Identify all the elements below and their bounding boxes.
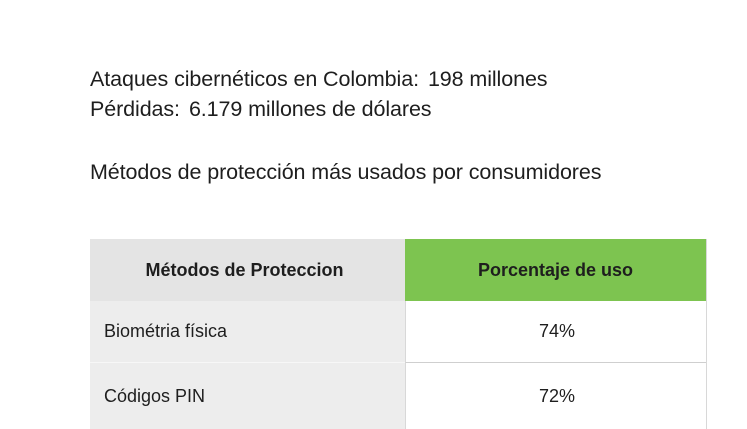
stat-losses-label: Pérdidas: [90, 97, 180, 121]
row-percent-cell: 72% [405, 363, 706, 429]
stat-losses: Pérdidas: 6.179 millones de dólares [90, 94, 547, 124]
protection-methods-table: Métodos de Proteccion Porcentaje de uso … [90, 239, 706, 429]
row-method-cell: Códigos PIN [90, 363, 405, 429]
stat-attacks-value: 198 millones [427, 67, 548, 91]
stats-block: Ataques cibernéticos en Colombia: 198 mil… [90, 64, 548, 124]
section-subtitle: Métodos de protección más usados por con… [90, 160, 602, 184]
stat-attacks: Ataques cibernéticos en Colombia: 198 mil… [90, 64, 548, 94]
stat-attacks-label: Ataques cibernéticos en Colombia: [90, 67, 419, 91]
stat-losses-value: 6.179 millones de dólares [188, 97, 432, 121]
row-percent-cell: 74% [405, 301, 706, 363]
row-method-cell: Biométria física [90, 301, 405, 363]
header-percentage: Porcentaje de uso [405, 239, 706, 301]
table-right-border [706, 239, 707, 429]
table-header-row: Métodos de Proteccion Porcentaje de uso [90, 239, 706, 301]
table-row: Códigos PIN 72% [90, 363, 706, 429]
table-row: Biométria física 74% [90, 301, 706, 363]
header-methods: Métodos de Proteccion [90, 239, 405, 301]
